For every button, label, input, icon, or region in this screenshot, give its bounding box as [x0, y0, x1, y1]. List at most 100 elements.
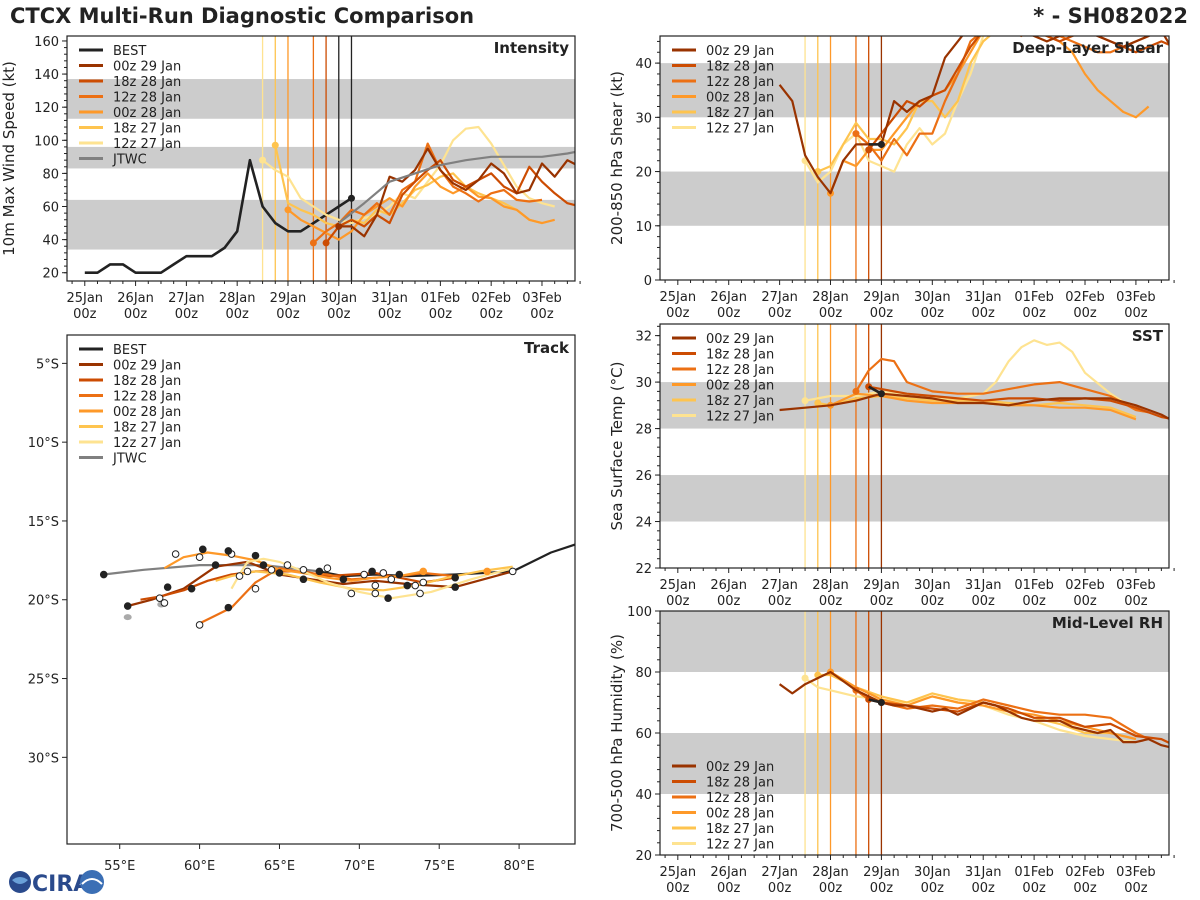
- rh-xtick-sublabel: 00z: [666, 881, 690, 896]
- rh-xtick-sublabel: 00z: [1124, 881, 1148, 896]
- shear-xtick-sublabel: 00z: [819, 306, 843, 321]
- track-position-marker: [384, 594, 392, 602]
- sst-legend-label-00z-29-jan: 00z 29 Jan: [706, 332, 774, 347]
- track-ytick-label: 10°S: [28, 436, 59, 451]
- track-position-marker: [187, 584, 196, 593]
- intensity-panel: 2040608010012014016025Jan00z26Jan00z27Ja…: [0, 35, 581, 322]
- track-xtick-label: 65°E: [264, 859, 295, 874]
- track-position-marker: [315, 567, 324, 576]
- track-position-marker: [403, 581, 412, 590]
- sst-ytick-label: 24: [635, 516, 652, 531]
- shear-point-best: [877, 140, 885, 148]
- rh-xtick-label: 30Jan: [914, 865, 951, 880]
- sst-panel: 22242628303225Jan00z26Jan00z27Jan00z28Ja…: [608, 323, 1175, 609]
- track-position-marker: [163, 583, 172, 591]
- intensity-xtick-label: 01Feb: [421, 291, 461, 306]
- intensity-series-group: [84, 125, 575, 275]
- track-position-marker: [224, 547, 233, 555]
- shear-xtick-sublabel: 00z: [1073, 306, 1097, 321]
- rh-xtick-sublabel: 00z: [921, 881, 945, 896]
- track-position-marker: [123, 602, 132, 610]
- rh-legend-label-18z-28-jan: 18z 28 Jan: [706, 776, 774, 791]
- rh-xtick-sublabel: 00z: [1022, 881, 1046, 896]
- cira-logo: CIRA: [9, 870, 104, 897]
- sst-xtick-sublabel: 00z: [1022, 594, 1046, 609]
- intensity-series-00z-29-jan: [338, 147, 575, 238]
- track-position-marker: [195, 621, 204, 629]
- rh-ylabel: 700-500 hPa Humidity (%): [608, 634, 626, 832]
- rh-xtick-sublabel: 00z: [819, 881, 843, 896]
- intensity-legend-label-best: BEST: [113, 44, 146, 59]
- sst-xtick-label: 27Jan: [761, 578, 798, 593]
- track-position-marker: [347, 589, 356, 598]
- sst-xtick-sublabel: 00z: [768, 594, 792, 609]
- track-line-00z-28-jan: [163, 551, 424, 582]
- shear-xtick-label: 03Feb: [1116, 290, 1156, 305]
- shear-ytick-label: 30: [635, 111, 652, 126]
- shear-xtick-sublabel: 00z: [768, 306, 792, 321]
- sst-xtick-label: 28Jan: [812, 578, 849, 593]
- shear-ytick-label: 20: [635, 166, 652, 181]
- rh-series-00z-28-jan: [829, 671, 1137, 741]
- track-position-marker: [267, 566, 276, 574]
- intensity-series-18z-28-jan: [325, 159, 575, 244]
- sst-point-best: [877, 390, 885, 398]
- sst-xtick-sublabel: 00z: [666, 594, 690, 609]
- shear-series-12z-28-jan: [855, 36, 1150, 162]
- intensity-xtick-label: 31Jan: [371, 291, 408, 306]
- intensity-xtick-sublabel: 00z: [378, 307, 402, 322]
- sst-xtick-label: 31Jan: [965, 578, 1002, 593]
- track-legend-label-00z-28-jan: 00z 28 Jan: [113, 405, 181, 420]
- track-position-marker: [379, 569, 388, 577]
- sst-legend-label-18z-27-jan: 18z 27 Jan: [706, 394, 774, 409]
- shear-xtick-label: 28Jan: [812, 290, 849, 305]
- intensity-xtick-label: 03Feb: [522, 291, 562, 306]
- intensity-legend-label-12z-27-jan: 12z 27 Jan: [113, 137, 181, 152]
- intensity-point-18z-27-jan: [271, 141, 279, 149]
- intensity-point-00z-28-jan: [284, 206, 292, 214]
- sst-ytick-label: 30: [635, 376, 652, 391]
- sst-point-12z-27-jan: [801, 397, 809, 405]
- rh-xtick-label: 25Jan: [660, 865, 697, 880]
- shear-title: Deep-Layer Shear: [1012, 39, 1163, 57]
- rh-legend-label-12z-28-jan: 12z 28 Jan: [706, 791, 774, 806]
- track-line-best: [319, 543, 575, 578]
- rh-xtick-label: 03Feb: [1116, 865, 1156, 880]
- sst-xtick-label: 29Jan: [863, 578, 900, 593]
- shear-panel: 01020304025Jan00z26Jan00z27Jan00z28Jan00…: [608, 35, 1175, 321]
- track-position-marker: [419, 578, 428, 587]
- track-position-marker: [395, 570, 404, 579]
- intensity-xtick-sublabel: 00z: [530, 307, 554, 322]
- intensity-xtick-label: 29Jan: [270, 291, 307, 306]
- rh-ytick-label: 80: [635, 666, 652, 681]
- sst-series-18z-28-jan: [868, 385, 1169, 420]
- track-position-marker: [451, 583, 459, 591]
- track-xtick-label: 75°E: [424, 859, 455, 874]
- intensity-xtick-label: 30Jan: [320, 291, 357, 306]
- intensity-xtick-sublabel: 00z: [327, 307, 351, 322]
- sst-legend-label-00z-28-jan: 00z 28 Jan: [706, 379, 774, 394]
- track-position-marker: [371, 589, 380, 598]
- shear-series-group: [778, 36, 1169, 197]
- rh-legend-label-00z-29-jan: 00z 29 Jan: [706, 760, 774, 775]
- shear-xtick-sublabel: 00z: [717, 306, 741, 321]
- intensity-point-18z-28-jan: [322, 239, 330, 247]
- island-marker: [123, 614, 132, 621]
- sst-legend-label-18z-28-jan: 18z 28 Jan: [706, 348, 774, 363]
- rh-xtick-label: 31Jan: [965, 865, 1002, 880]
- track-position-marker: [323, 564, 332, 573]
- rh-xtick-label: 27Jan: [761, 865, 798, 880]
- shear-xtick-label: 29Jan: [863, 290, 900, 305]
- rh-legend-label-12z-27-jan: 12z 27 Jan: [706, 838, 774, 853]
- sst-xtick-sublabel: 00z: [717, 594, 741, 609]
- shear-xtick-sublabel: 00z: [870, 306, 894, 321]
- intensity-point-best: [347, 194, 355, 202]
- rh-title: Mid-Level RH: [1052, 614, 1163, 632]
- rh-band: [660, 733, 1169, 794]
- track-ytick-label: 30°S: [28, 751, 59, 766]
- track-legend-label-18z-28-jan: 18z 28 Jan: [113, 374, 181, 389]
- track-ytick-label: 15°S: [28, 515, 59, 530]
- intensity-title: Intensity: [494, 39, 570, 57]
- rh-panel: 2040608010025Jan00z26Jan00z27Jan00z28Jan…: [608, 605, 1175, 896]
